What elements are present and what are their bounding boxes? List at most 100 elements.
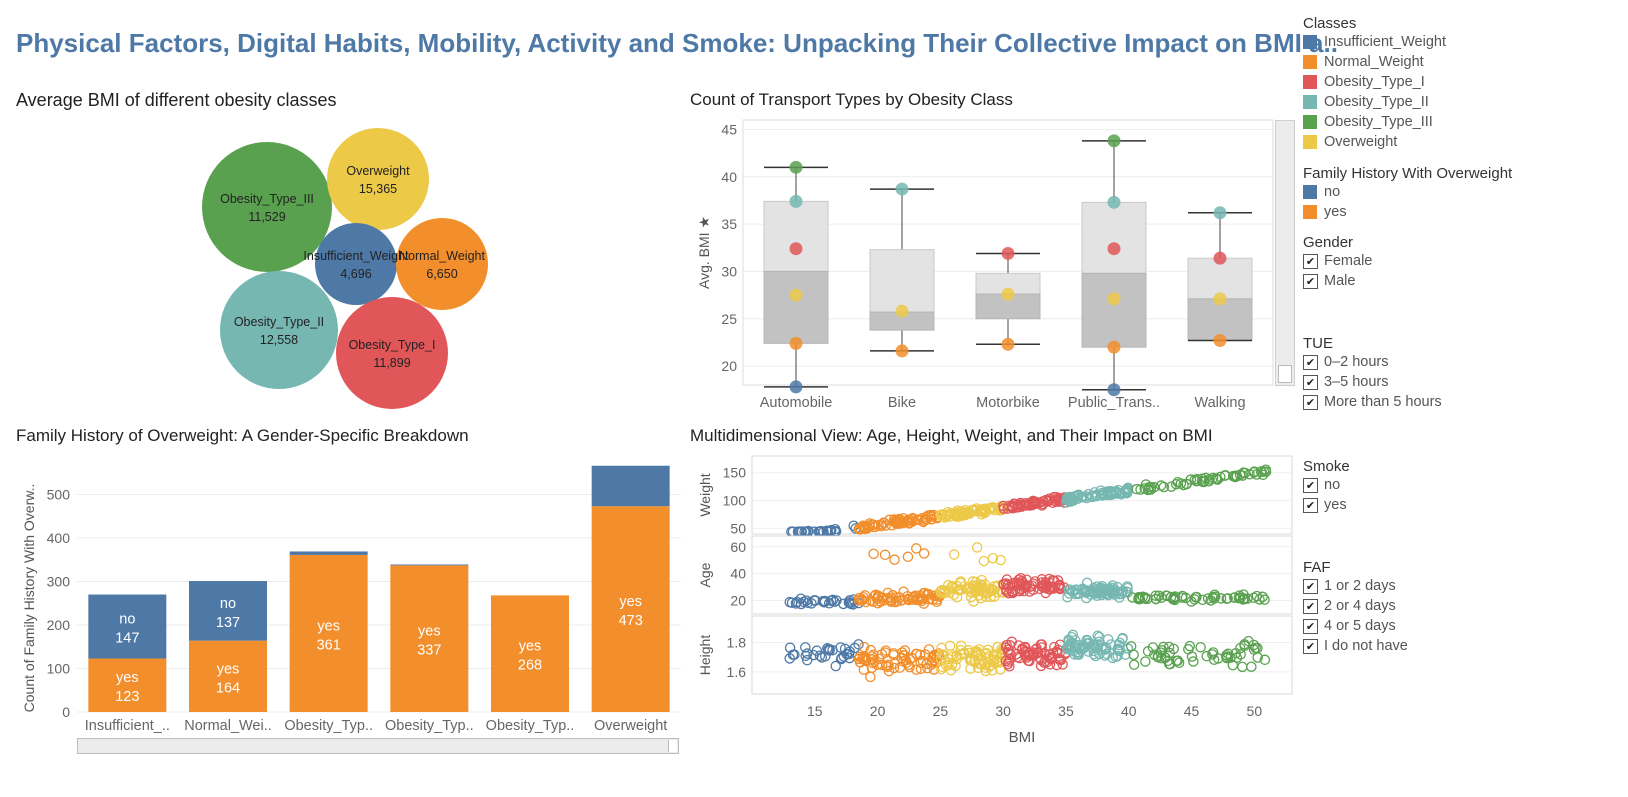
checkbox-checked-icon[interactable]: ✔ [1303, 253, 1318, 269]
scatter-point [857, 594, 868, 606]
scatter-point [1057, 659, 1068, 670]
bar-value-label: 164 [216, 680, 240, 696]
filter-smoke-option-0[interactable]: ✔ no [1303, 475, 1603, 495]
filter-faf-option-0[interactable]: ✔ 1 or 2 days [1303, 576, 1603, 596]
scatter-point [1084, 586, 1095, 597]
bar-value-label: 268 [518, 658, 542, 674]
bar-series-label: yes [116, 670, 139, 686]
scatter-point [1036, 642, 1047, 653]
filter-gender-title: Gender [1303, 234, 1354, 251]
scatter-point [1252, 652, 1263, 663]
scatter-point [889, 658, 900, 669]
scatter-point [1053, 580, 1064, 591]
x-tick-label: 40 [1121, 703, 1137, 719]
filter-gender-option-0[interactable]: ✔ Female [1303, 251, 1603, 271]
scatter-point [965, 663, 976, 674]
scrollbar-thumb[interactable] [668, 740, 677, 752]
scatter-point [1215, 471, 1226, 483]
checkbox-checked-icon[interactable]: ✔ [1303, 497, 1318, 513]
scatter-point [1255, 466, 1267, 477]
scatter-point [903, 514, 915, 525]
scatter-point [1225, 652, 1236, 663]
box-point [1001, 246, 1015, 260]
legend-classes: Classes Insufficient_Weight Normal_Weight… [1303, 15, 1603, 152]
y-tick-label: 200 [47, 617, 71, 633]
scatter-chart-title: Multidimensional View: Age, Height, Weig… [690, 426, 1213, 445]
box-point [1107, 134, 1121, 148]
scatter-point [1084, 637, 1095, 648]
scatter-point [821, 525, 833, 536]
scatter-point [862, 521, 873, 533]
scatter-point [838, 651, 850, 662]
legend-item-normal-weight[interactable]: Normal_Weight [1303, 52, 1603, 72]
filter-faf-option-1[interactable]: ✔ 2 or 4 days [1303, 596, 1603, 616]
legend-item-overweight[interactable]: Overweight [1303, 132, 1603, 152]
bar-value-label: 123 [115, 689, 139, 705]
scatter-point [936, 661, 948, 673]
scatter-point [882, 661, 893, 673]
filter-tue-option-1[interactable]: ✔ 3–5 hours [1303, 372, 1603, 392]
scatter-point [1112, 644, 1124, 656]
checkbox-checked-icon[interactable]: ✔ [1303, 598, 1318, 614]
legend-swatch [1303, 135, 1317, 149]
y-tick-label: 400 [47, 530, 71, 546]
scrollbar-thumb[interactable] [1278, 365, 1292, 383]
filter-smoke-option-1[interactable]: ✔ yes [1303, 495, 1603, 515]
filter-smoke-title: Smoke [1303, 458, 1350, 475]
scatter-point [1005, 649, 1016, 660]
scatter-point [973, 649, 984, 660]
legend-swatch [1303, 185, 1317, 199]
scatter-point [1249, 466, 1260, 477]
scatter-point [888, 514, 900, 525]
scatter-point [1153, 590, 1165, 601]
x-tick-label: 30 [995, 703, 1011, 719]
checkbox-checked-icon[interactable]: ✔ [1303, 374, 1318, 390]
box-point [789, 288, 803, 302]
scatter-point [1159, 652, 1171, 663]
scatter-point [1003, 587, 1015, 599]
scatter-point [816, 652, 828, 663]
checkbox-checked-icon[interactable]: ✔ [1303, 638, 1318, 654]
y-axis-label: Count of Family History With Overw.. [21, 484, 37, 713]
legend-item-no[interactable]: no [1303, 182, 1603, 202]
filter-tue-option-2[interactable]: ✔ More than 5 hours [1303, 392, 1603, 412]
stacked-chart-scrollbar[interactable] [77, 738, 679, 754]
legend-item-obesity-type-iii[interactable]: Obesity_Type_III [1303, 112, 1603, 132]
scatter-point [1143, 484, 1154, 495]
scatter-point [854, 656, 866, 668]
checkbox-checked-icon[interactable]: ✔ [1303, 394, 1318, 410]
filter-gender-option-1[interactable]: ✔ Male [1303, 271, 1603, 291]
checkbox-checked-icon[interactable]: ✔ [1303, 354, 1318, 370]
checkbox-checked-icon[interactable]: ✔ [1303, 273, 1318, 289]
checkbox-checked-icon[interactable]: ✔ [1303, 618, 1318, 634]
checkbox-checked-icon[interactable]: ✔ [1303, 578, 1318, 594]
stacked-chart-title: Family History of Overweight: A Gender-S… [16, 426, 469, 445]
filter-gender: Gender ✔ Female ✔ Male [1303, 234, 1603, 291]
filter-tue-option-0[interactable]: ✔ 0–2 hours [1303, 352, 1603, 372]
box-chart-title: Count of Transport Types by Obesity Clas… [690, 90, 1013, 109]
checkbox-checked-icon[interactable]: ✔ [1303, 477, 1318, 493]
legend-item-obesity-type-i[interactable]: Obesity_Type_I [1303, 72, 1603, 92]
filter-tue: TUE ✔ 0–2 hours ✔ 3–5 hours ✔ More than 5 hou… [1303, 335, 1603, 412]
filter-faf-option-3[interactable]: ✔ I do not have [1303, 636, 1603, 656]
legend-item-insufficient-weight[interactable]: Insufficient_Weight [1303, 32, 1603, 52]
bubble-insufficient-weight [315, 223, 397, 305]
scatter-point [1004, 661, 1015, 672]
legend-item-obesity-type-ii[interactable]: Obesity_Type_II [1303, 92, 1603, 112]
legend-item-yes[interactable]: yes [1303, 202, 1603, 222]
legend-swatch [1303, 75, 1317, 89]
filter-faf-option-2[interactable]: ✔ 4 or 5 days [1303, 616, 1603, 636]
scatter-point [915, 657, 927, 668]
scatter-point [1082, 635, 1093, 646]
box-chart-scrollbar[interactable] [1275, 120, 1295, 386]
scatter-point [938, 649, 949, 661]
scatter-point [1092, 630, 1104, 642]
scatter-point [988, 584, 999, 596]
scatter-point [883, 665, 895, 677]
scatter-point [1044, 577, 1055, 588]
bar-yes [189, 640, 267, 712]
scatter-point [1006, 501, 1017, 512]
scatter-point [951, 650, 963, 661]
bar-value-label: 473 [619, 613, 643, 629]
scatter-point [868, 548, 879, 560]
